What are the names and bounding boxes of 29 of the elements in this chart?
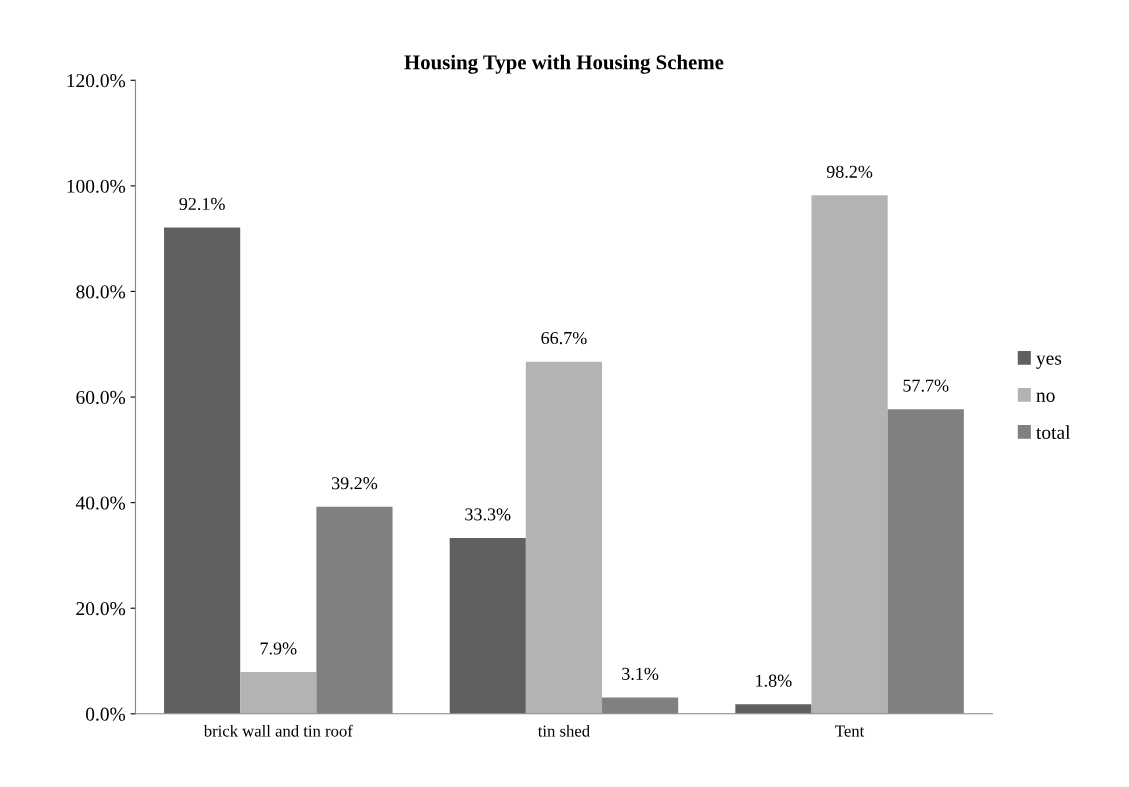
chart-title: Housing Type with Housing Scheme: [404, 54, 724, 74]
y-tick-label: 40.0%: [75, 496, 126, 510]
y-tick-label: 100.0%: [67, 179, 126, 193]
bar: [164, 227, 241, 714]
x-tick-label: brick wall and tin roof: [203, 724, 353, 737]
data-label: 1.8%: [756, 674, 792, 687]
data-label: 66.7%: [541, 331, 587, 345]
bar: [240, 672, 317, 714]
y-tick-label: 120.0%: [67, 74, 126, 88]
x-tick-label: Tent: [835, 725, 865, 737]
bar: [735, 704, 812, 714]
x-tick-label: tin shed: [537, 724, 590, 737]
y-tick-label: 20.0%: [76, 602, 126, 616]
legend-label: yes: [1036, 355, 1062, 369]
bar: [525, 361, 603, 714]
y-tick-label: 80.0%: [76, 285, 126, 299]
data-label: 3.1%: [622, 667, 659, 680]
legend-label: no: [1036, 392, 1055, 402]
data-label: 39.2%: [332, 477, 378, 490]
bar: [811, 195, 888, 714]
bar: [449, 538, 526, 714]
data-label: 57.7%: [903, 379, 949, 392]
y-tick-label: 60.0%: [76, 390, 126, 405]
y-tick-label: 0.0%: [86, 707, 126, 721]
data-label: 7.9%: [260, 642, 297, 655]
data-label: 98.2%: [826, 165, 873, 178]
data-label: 33.3%: [465, 508, 511, 521]
data-label: 92.1%: [179, 197, 225, 211]
legend-label: total: [1036, 425, 1071, 440]
